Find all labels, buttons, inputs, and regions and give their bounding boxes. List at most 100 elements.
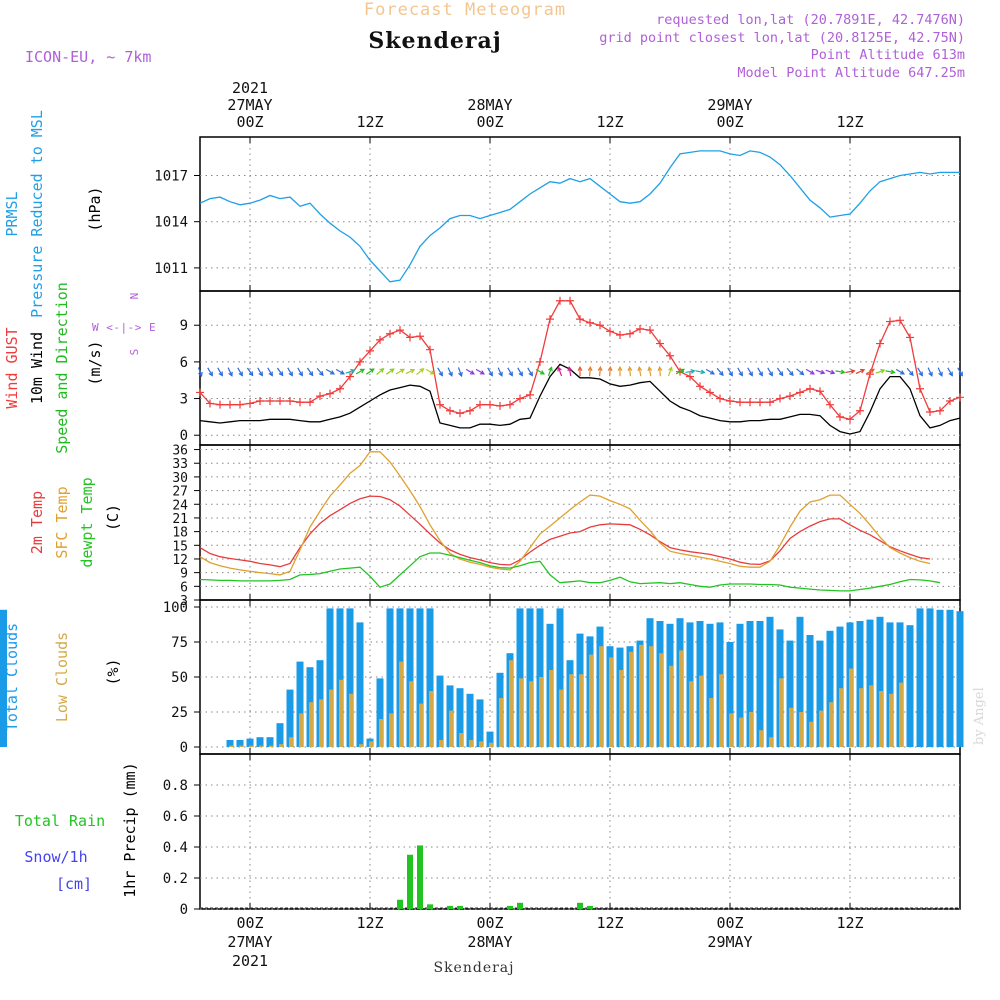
wind-arrow-head bbox=[278, 371, 284, 377]
ylabel-series: Wind GUST bbox=[3, 327, 21, 408]
ylabel-series: SFC Temp bbox=[53, 486, 71, 558]
wind-arrow-head bbox=[318, 371, 324, 377]
wind-arrow-head bbox=[890, 369, 896, 375]
wind-direction-arrow bbox=[345, 369, 355, 374]
time-label-bottom: 27MAY bbox=[227, 933, 272, 951]
wind-direction-arrow bbox=[796, 368, 804, 376]
cloud-bar-low bbox=[769, 737, 773, 747]
cloud-bar-low bbox=[759, 730, 763, 747]
wind-direction-arrow bbox=[535, 368, 545, 375]
wind-arrow-head bbox=[860, 368, 866, 374]
y-tick-label: 0 bbox=[180, 740, 188, 756]
series-line-dewpt-temp bbox=[199, 552, 941, 592]
wind-arrow-head bbox=[948, 371, 953, 377]
wind-direction-arrow bbox=[865, 368, 875, 375]
wind-direction-arrow bbox=[276, 367, 284, 376]
ylabel-precip: 1hr Precip (mm) bbox=[121, 762, 139, 897]
cloud-bar-total bbox=[286, 689, 294, 747]
gust-marker bbox=[276, 397, 284, 405]
precip-bar bbox=[397, 899, 403, 909]
gust-marker bbox=[956, 393, 964, 402]
wind-arrow-head bbox=[498, 371, 503, 377]
cloud-bar-total bbox=[796, 616, 804, 747]
y-tick-label: 24 bbox=[172, 498, 188, 513]
cloud-bar-total bbox=[386, 608, 394, 747]
y-tick-label: 12 bbox=[172, 553, 188, 568]
gust-marker bbox=[706, 388, 714, 397]
gust-marker bbox=[306, 398, 314, 407]
gust-marker bbox=[466, 406, 474, 415]
gust-marker bbox=[766, 398, 774, 407]
gust-marker bbox=[916, 384, 924, 393]
time-label-top: 27MAY bbox=[227, 96, 272, 114]
cloud-bar-total bbox=[326, 608, 334, 747]
wind-arrow-head bbox=[607, 365, 613, 372]
wind-direction-arrow bbox=[786, 367, 794, 376]
gust-marker bbox=[286, 397, 294, 405]
wind-arrow-head bbox=[548, 366, 553, 372]
cloud-bar-low bbox=[489, 742, 493, 747]
wind-arrow-head bbox=[479, 370, 485, 375]
wind-direction-arrow bbox=[355, 368, 365, 375]
cloud-bar-total bbox=[706, 623, 714, 747]
wind-arrow-head bbox=[577, 365, 583, 371]
gust-marker bbox=[396, 326, 404, 335]
y-tick-label: 0.6 bbox=[163, 809, 188, 825]
gust-marker bbox=[316, 392, 324, 401]
wind-arrow-head bbox=[647, 366, 653, 372]
wind-arrow-head bbox=[339, 370, 345, 375]
wind-direction-arrow bbox=[855, 369, 865, 375]
wind-arrow-head bbox=[718, 371, 724, 377]
y-tick-label: 33 bbox=[172, 457, 188, 472]
wind-arrow-head bbox=[627, 365, 633, 372]
time-label-top: 00Z bbox=[236, 113, 263, 131]
cloud-bar-total bbox=[786, 640, 794, 747]
wind-arrow-head bbox=[928, 371, 933, 377]
chart-panel-2: 0 3 6 9 Wind GUST 10m Wind Speed and Direction… bbox=[3, 282, 964, 454]
wind-arrow-head bbox=[587, 365, 593, 372]
wind-direction-arrow bbox=[737, 367, 743, 376]
cloud-bar-low bbox=[349, 693, 353, 747]
gust-marker bbox=[296, 398, 304, 407]
gust-marker bbox=[726, 397, 734, 405]
cloud-bar-low bbox=[889, 693, 893, 747]
wind-arrow-head bbox=[668, 366, 673, 372]
cloud-bar-total bbox=[0, 609, 7, 747]
wind-direction-arrow bbox=[705, 368, 715, 375]
ylabel-series: 2m Temp bbox=[28, 491, 46, 554]
cloud-bar-low bbox=[809, 721, 813, 747]
wind-arrow-head bbox=[268, 371, 273, 377]
cloud-bar-low bbox=[539, 677, 543, 747]
wind-direction-arrow bbox=[727, 367, 733, 376]
gust-marker bbox=[416, 332, 424, 341]
wind-direction-arrow bbox=[325, 368, 335, 375]
cloud-bar-total bbox=[816, 640, 824, 747]
wind-arrow-head bbox=[567, 366, 573, 372]
wind-direction-arrow bbox=[405, 369, 415, 375]
y-tick-label: 15 bbox=[172, 539, 188, 554]
cloud-bar-low bbox=[299, 713, 303, 747]
wind-arrow-head bbox=[528, 371, 533, 377]
cloud-bar-total bbox=[426, 608, 434, 747]
cloud-bar-total bbox=[246, 738, 254, 747]
gust-marker bbox=[476, 400, 484, 409]
gust-marker bbox=[816, 387, 824, 396]
wind-arrow-head bbox=[899, 370, 905, 375]
gust-marker bbox=[556, 296, 564, 305]
precip-bar bbox=[507, 905, 513, 909]
gust-marker bbox=[946, 397, 954, 405]
cloud-bar-total bbox=[836, 626, 844, 747]
time-label-bottom: 00Z bbox=[476, 914, 503, 932]
wind-direction-arrow bbox=[395, 368, 405, 375]
gust-marker bbox=[486, 400, 494, 409]
gust-marker bbox=[216, 400, 224, 409]
precip-bar bbox=[457, 905, 463, 909]
gust-marker bbox=[436, 400, 444, 409]
wind-arrow-head bbox=[820, 369, 826, 375]
gust-marker bbox=[896, 316, 904, 325]
cloud-bar-low bbox=[689, 681, 693, 747]
cloud-bar-total bbox=[926, 608, 934, 747]
gust-marker bbox=[326, 389, 334, 398]
cloud-bar-low bbox=[249, 745, 253, 747]
